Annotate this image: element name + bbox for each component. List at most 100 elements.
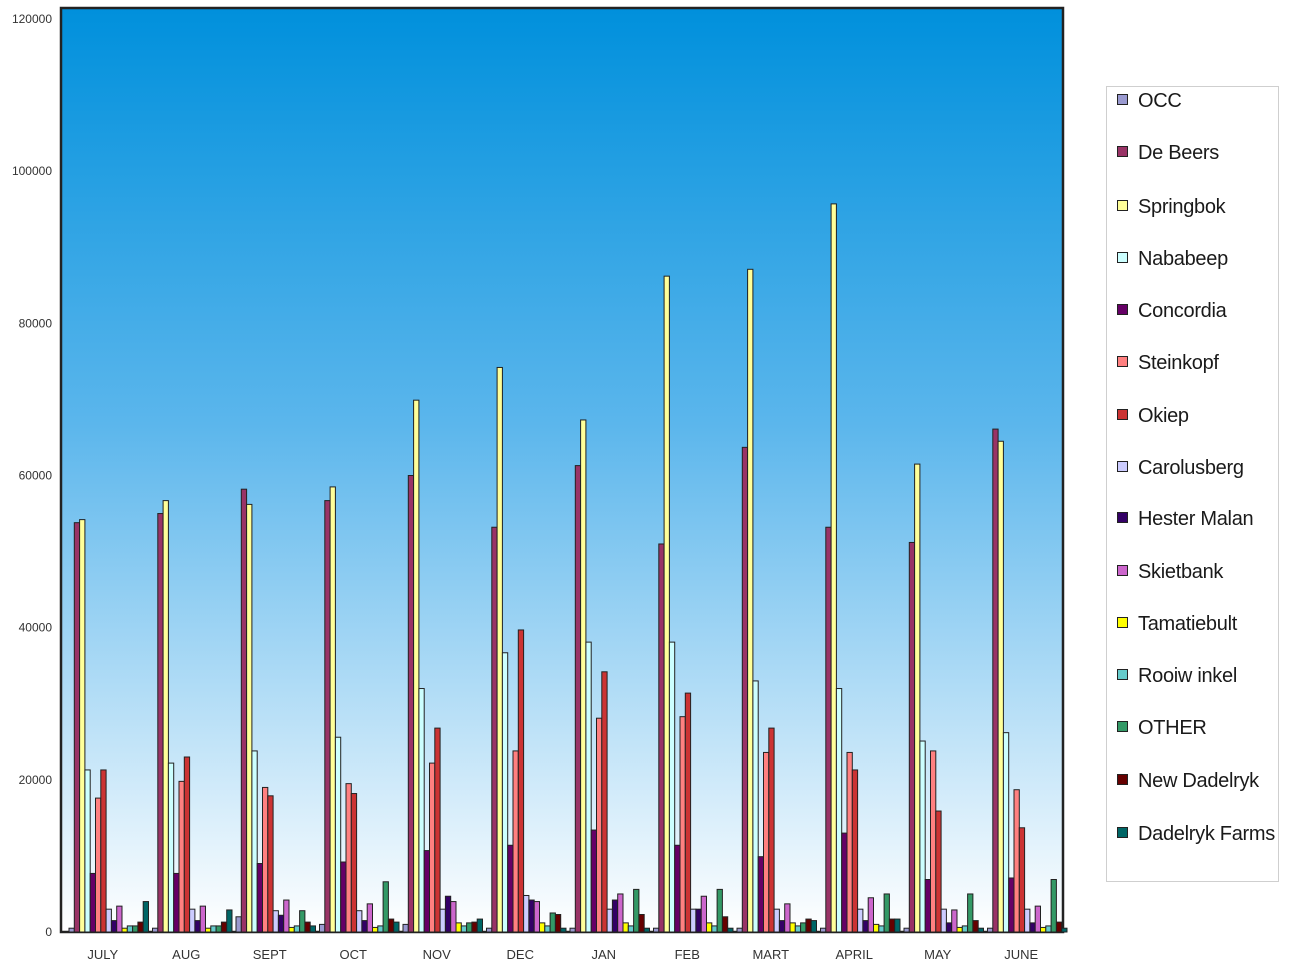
bar: [361, 920, 368, 933]
bar: [121, 927, 128, 933]
bar: [883, 893, 890, 933]
bar: [820, 927, 827, 933]
bar: [888, 918, 896, 933]
legend-label: New Dadelryk: [1138, 770, 1259, 792]
bar: [851, 769, 859, 933]
bar: [846, 751, 853, 933]
x-category-label: MART: [752, 947, 789, 962]
bar: [554, 914, 562, 933]
bar: [272, 910, 279, 933]
bar: [189, 908, 196, 933]
legend-label: Hester Malan: [1138, 508, 1254, 530]
bar: [835, 688, 843, 933]
bar: [132, 925, 139, 933]
bar: [199, 905, 206, 933]
bar: [319, 923, 326, 933]
bar: [987, 927, 994, 933]
x-category-label: FEB: [675, 947, 700, 962]
bar: [444, 895, 452, 933]
legend-swatch: [1117, 304, 1128, 315]
bar: [142, 901, 149, 933]
bar: [1040, 926, 1047, 933]
bar: [194, 920, 201, 933]
legend-label: Concordia: [1138, 300, 1227, 322]
bar: [924, 879, 932, 933]
bar: [1013, 789, 1020, 933]
legend-item: OCC: [1117, 87, 1277, 115]
bar: [324, 500, 331, 933]
bar: [956, 926, 963, 933]
legend-item: Okiep: [1117, 402, 1277, 430]
bar: [663, 275, 670, 933]
legend-item: Steinkopf: [1117, 349, 1277, 377]
bar: [1018, 827, 1026, 933]
bar: [167, 762, 175, 933]
legend-label: Steinkopf: [1138, 352, 1219, 374]
bar-series: [68, 203, 1068, 933]
legend-swatch: [1117, 94, 1128, 105]
bar: [1045, 925, 1052, 933]
bar: [695, 908, 702, 933]
y-tick-label: 20000: [19, 773, 53, 787]
legend-label: Springbok: [1138, 196, 1226, 218]
bar: [226, 909, 233, 933]
bar: [455, 922, 462, 933]
legend-swatch: [1117, 146, 1128, 157]
legend-swatch: [1117, 617, 1128, 628]
bar: [152, 927, 159, 933]
bar: [873, 923, 880, 933]
bar: [205, 927, 212, 933]
bar: [601, 671, 608, 933]
bar: [1024, 908, 1031, 933]
bar: [611, 899, 619, 933]
bar: [684, 692, 692, 933]
bar: [1008, 877, 1015, 933]
bar: [857, 908, 864, 933]
bar: [251, 750, 258, 933]
bar: [460, 925, 468, 933]
bar: [105, 908, 112, 933]
legend-swatch: [1117, 512, 1128, 523]
x-category-label: JULY: [87, 947, 118, 962]
bar: [810, 920, 818, 933]
bar: [1055, 921, 1063, 933]
bar: [560, 927, 567, 933]
bar: [1061, 927, 1068, 933]
legend-swatch: [1117, 356, 1128, 367]
bar: [1050, 879, 1057, 933]
bar: [658, 543, 665, 933]
bar: [377, 925, 384, 933]
bar-chart: 0 20000 40000 60000 80000 100000 120000 JULY AU…: [12, 6, 1068, 962]
bar: [841, 832, 848, 933]
bar: [590, 829, 598, 933]
legend-label: Nababeep: [1138, 248, 1228, 270]
bar: [434, 727, 441, 933]
bar: [700, 895, 708, 933]
legend-label: OCC: [1138, 90, 1182, 112]
bar: [210, 925, 217, 933]
bar: [277, 914, 285, 933]
bar: [382, 881, 389, 933]
legend-item: Carolusberg: [1117, 454, 1277, 482]
bar: [830, 203, 837, 933]
bar: [711, 925, 718, 933]
bar: [992, 428, 999, 933]
x-category-label: MAY: [924, 947, 952, 962]
bar: [914, 463, 921, 933]
bar: [95, 797, 102, 933]
y-tick-label: 100000: [12, 164, 52, 178]
bar: [867, 897, 875, 933]
bar: [940, 908, 947, 933]
bar: [387, 918, 395, 933]
legend-swatch: [1117, 774, 1128, 785]
x-category-label: JUNE: [1004, 947, 1038, 962]
bar: [674, 844, 681, 933]
bar: [1029, 922, 1036, 933]
bar: [763, 751, 770, 933]
legend-label: Dadelryk Farms: [1138, 823, 1275, 845]
bar: [126, 925, 134, 933]
y-tick-label: 0: [45, 925, 52, 939]
bar: [643, 927, 651, 933]
bar: [679, 716, 686, 933]
bar: [116, 905, 123, 933]
